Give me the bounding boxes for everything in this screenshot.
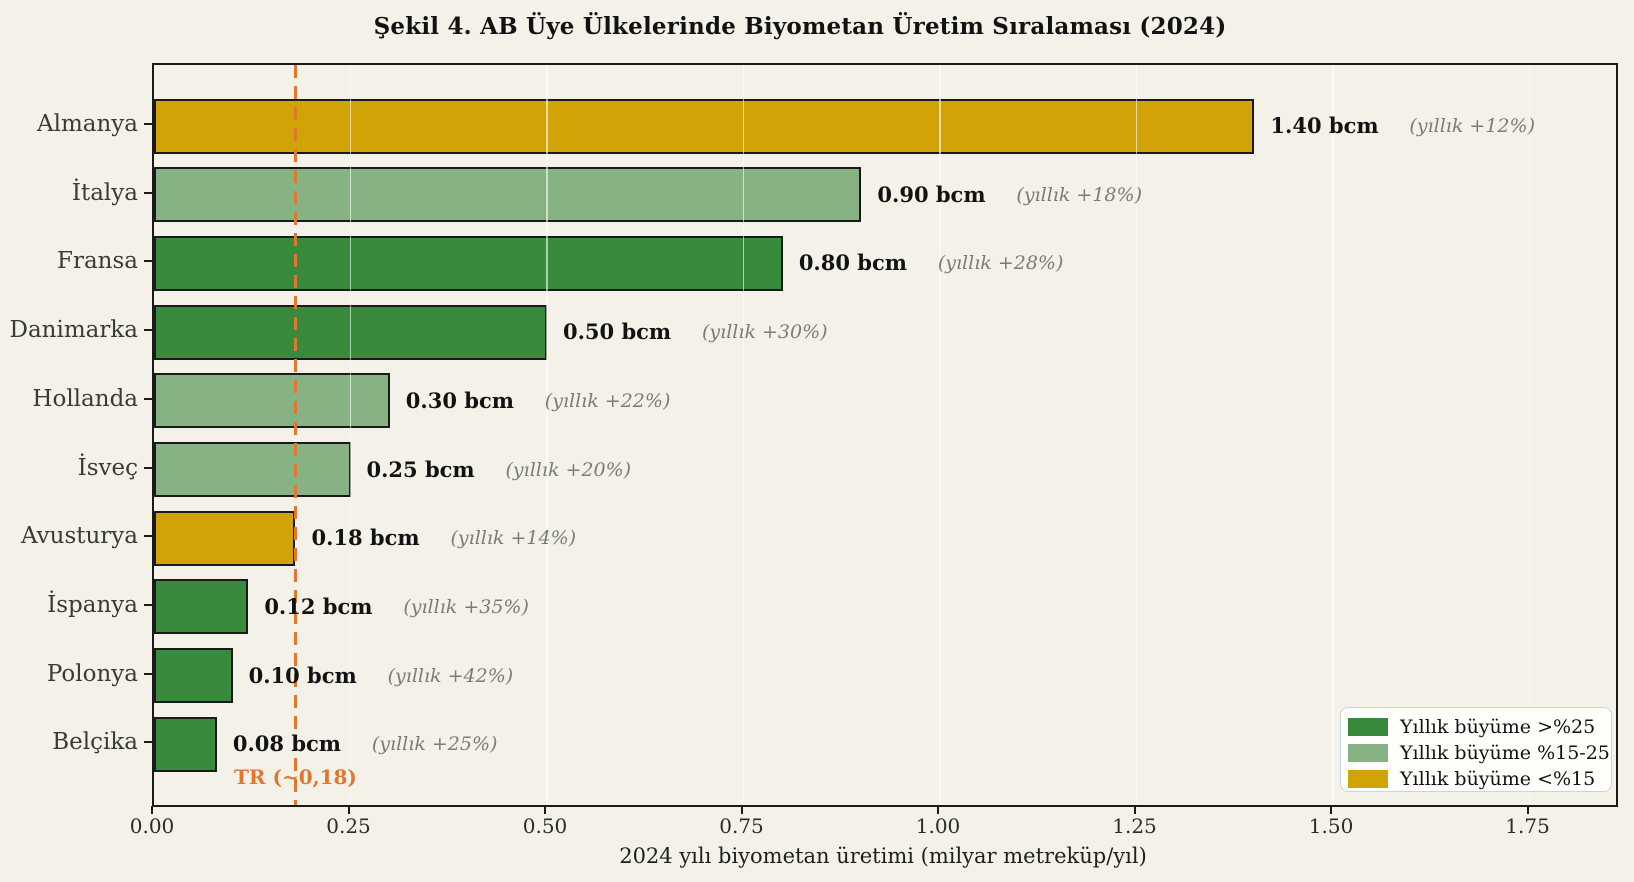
bar-ispanya — [154, 579, 249, 635]
y-tick-italya — [144, 191, 152, 194]
y-tick-fransa — [144, 260, 152, 263]
bar-belcika — [154, 716, 217, 772]
x-tick-1.00 — [937, 806, 940, 814]
growth-label-almanya: (yıllık +12%) — [1409, 115, 1535, 137]
growth-label-polonya: (yıllık +42%) — [387, 664, 514, 687]
plot-area: 1.40 bcm (yıllık +12%) 0.90 bcm (yıllık +18… — [152, 63, 1618, 807]
legend-label: Yıllık büyüme <%15 — [1400, 768, 1596, 790]
x-tick-0.75 — [740, 806, 743, 814]
legend-row: Yıllık büyüme >%25 — [1341, 714, 1611, 740]
value-label-almanya: 1.40 bcm — [1270, 113, 1379, 138]
value-label-italya: 0.90 bcm — [877, 181, 986, 207]
y-label-hollanda: Hollanda — [32, 385, 138, 412]
y-label-ispanya: İspanya — [47, 591, 138, 618]
legend-row: Yıllık büyüme <%15 — [1341, 766, 1611, 792]
y-label-belcika: Belçika — [52, 729, 138, 756]
bar-italya — [154, 167, 862, 223]
legend-swatch-low — [1348, 770, 1388, 788]
growth-label-isvec: (yıllık +20%) — [505, 458, 632, 481]
bar-hollanda — [154, 373, 390, 429]
y-tick-avusturya — [144, 535, 152, 538]
legend-row: Yıllık büyüme %15-25 — [1341, 740, 1611, 766]
y-label-almanya: Almanya — [36, 111, 138, 137]
gridline-0.50 — [546, 65, 548, 805]
x-tick-label-1.50: 1.50 — [1308, 814, 1354, 838]
y-label-danimarka: Danimarka — [9, 317, 139, 344]
growth-label-fransa: (yıllık +28%) — [937, 252, 1064, 275]
bar-avusturya — [154, 510, 296, 566]
gridline-1.50 — [1332, 65, 1334, 805]
x-tick-1.50 — [1330, 806, 1333, 814]
x-axis-label: 2024 yılı biyometan üretimi (milyar metr… — [619, 844, 1147, 868]
legend-swatch-mid — [1348, 744, 1388, 762]
legend-label: Yıllık büyüme %15-25 — [1400, 742, 1610, 764]
y-tick-belcika — [144, 741, 152, 744]
tr-reference-label: TR (~0,18) — [234, 765, 357, 789]
value-label-belcika: 0.08 bcm — [232, 731, 342, 757]
x-tick-1.25 — [1133, 806, 1136, 814]
legend-swatch-high — [1348, 718, 1388, 736]
y-tick-almanya — [144, 123, 152, 125]
legend-label: Yıllık büyüme >%25 — [1400, 716, 1596, 738]
x-tick-label-1.00: 1.00 — [915, 814, 961, 838]
x-tick-label-1.25: 1.25 — [1112, 814, 1157, 838]
value-label-polonya: 0.10 bcm — [248, 662, 357, 688]
legend: Yıllık büyüme >%25 Yıllık büyüme %15-25 Yı… — [1340, 707, 1612, 792]
y-label-isvec: İsveç — [77, 454, 138, 481]
tr-reference-line — [293, 65, 298, 805]
value-label-danimarka: 0.50 bcm — [563, 319, 672, 345]
growth-label-ispanya: (yıllık +35%) — [403, 595, 529, 618]
chart-title: Şekil 4. AB Üye Ülkelerinde Biyometan Ür… — [373, 13, 1227, 40]
y-tick-polonya — [144, 672, 152, 675]
bar-isvec — [154, 442, 351, 497]
growth-label-italya: (yıllık +18%) — [1016, 183, 1142, 206]
value-label-hollanda: 0.30 bcm — [405, 387, 514, 413]
x-tick-label-0.50: 0.50 — [522, 814, 568, 838]
value-label-fransa: 0.80 bcm — [798, 250, 907, 276]
x-tick-0.00 — [151, 806, 153, 814]
gridline-1.25 — [1135, 65, 1138, 805]
y-label-italya: İtalya — [71, 179, 138, 206]
bar-fransa — [154, 235, 783, 291]
x-tick-label-1.75: 1.75 — [1505, 814, 1550, 838]
x-tick-0.25 — [347, 806, 350, 814]
growth-label-hollanda: (yıllık +22%) — [544, 389, 671, 412]
growth-label-avusturya: (yıllık +14%) — [450, 527, 577, 550]
x-tick-label-0.25: 0.25 — [326, 814, 371, 838]
growth-label-belcika: (yıllık +25%) — [371, 733, 498, 756]
y-tick-ispanya — [144, 603, 152, 606]
x-tick-label-0.00: 0.00 — [129, 814, 175, 838]
bar-almanya — [154, 98, 1255, 154]
y-tick-isvec — [144, 466, 152, 469]
y-tick-danimarka — [144, 329, 152, 332]
y-label-avusturya: Avusturya — [20, 523, 138, 550]
y-tick-hollanda — [144, 397, 152, 400]
x-tick-label-0.75: 0.75 — [719, 814, 764, 838]
bar-polonya — [154, 648, 233, 704]
growth-label-danimarka: (yıllık +30%) — [702, 321, 828, 344]
gridline-0.25 — [349, 65, 352, 805]
y-label-fransa: Fransa — [57, 248, 138, 275]
gridline-1.75 — [1528, 65, 1531, 805]
gridline-0.75 — [742, 65, 745, 805]
y-label-polonya: Polonya — [46, 660, 138, 687]
gridline-1.00 — [939, 65, 941, 805]
value-label-avusturya: 0.18 bcm — [311, 525, 420, 551]
value-label-isvec: 0.25 bcm — [366, 456, 475, 482]
value-label-ispanya: 0.12 bcm — [264, 593, 373, 619]
x-tick-1.75 — [1526, 806, 1529, 814]
x-tick-0.50 — [544, 806, 546, 814]
